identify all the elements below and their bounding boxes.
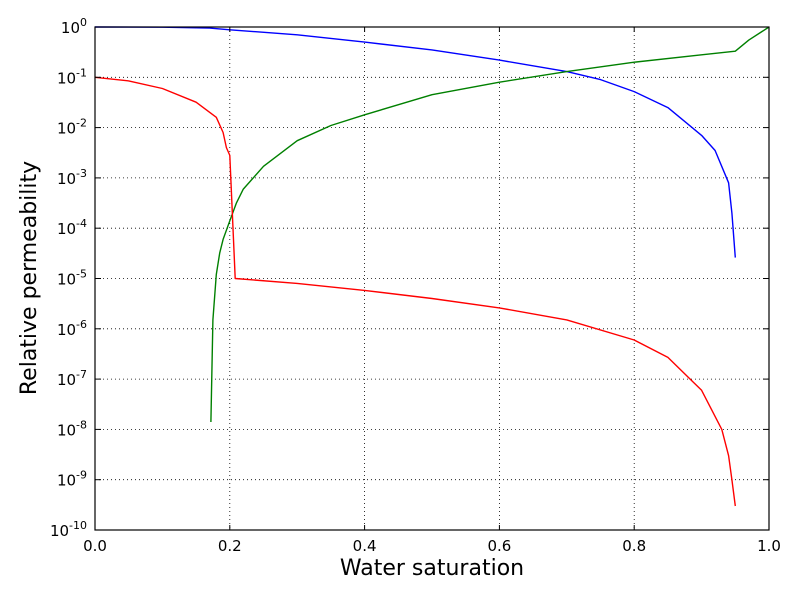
y-tick-label: 10-7 xyxy=(57,368,87,389)
y-tick-exponent: -10 xyxy=(69,519,87,532)
y-tick-labels: 10010-110-210-310-410-510-610-710-810-91… xyxy=(50,16,87,540)
x-axis-title: Water saturation xyxy=(340,556,524,581)
x-tick-labels: 0.0 0.2 0.4 0.6 0.8 1.0 xyxy=(83,537,781,555)
y-tick-exponent: -3 xyxy=(76,167,87,180)
y-tick-exponent: -1 xyxy=(76,66,87,79)
y-axis-title: Relative permeability xyxy=(17,161,42,395)
y-tick-label: 100 xyxy=(61,16,87,37)
y-tick-label: 10-5 xyxy=(57,268,87,289)
y-tick-label: 10-4 xyxy=(57,217,87,238)
x-tick-label: 0.0 xyxy=(83,537,107,555)
y-tick-base: 10 xyxy=(57,421,76,439)
y-tick-base: 10 xyxy=(57,472,76,490)
y-tick-base: 10 xyxy=(57,371,76,389)
y-tick-exponent: -8 xyxy=(76,418,87,431)
x-tick-label: 0.6 xyxy=(487,537,511,555)
y-tick-label: 10-2 xyxy=(57,117,87,138)
y-tick-exponent: -7 xyxy=(76,368,87,381)
series-green-line xyxy=(210,26,770,423)
y-tick-exponent: -2 xyxy=(76,117,87,130)
y-tick-base: 10 xyxy=(57,321,76,339)
x-tick-label: 1.0 xyxy=(757,537,781,555)
series-layer xyxy=(94,26,770,507)
y-tick-base: 10 xyxy=(57,271,76,289)
tick-layer xyxy=(94,26,770,531)
y-tick-exponent: -6 xyxy=(76,318,87,331)
y-tick-base: 10 xyxy=(57,69,76,87)
y-tick-base: 10 xyxy=(57,170,76,188)
y-tick-exponent: -4 xyxy=(76,217,87,230)
y-tick-label: 10-8 xyxy=(57,418,87,439)
y-tick-base: 10 xyxy=(50,522,69,540)
grid-layer xyxy=(95,27,769,530)
y-tick-label: 10-6 xyxy=(57,318,87,339)
y-tick-label: 10-3 xyxy=(57,167,87,188)
x-tick-label: 0.4 xyxy=(353,537,377,555)
series-red-line xyxy=(94,76,736,507)
x-tick-label: 0.8 xyxy=(622,537,646,555)
x-tick-label: 0.2 xyxy=(218,537,242,555)
y-tick-exponent: -5 xyxy=(76,268,87,281)
y-tick-label: 10-10 xyxy=(50,519,87,540)
y-tick-exponent: -9 xyxy=(76,469,87,482)
y-tick-exponent: 0 xyxy=(80,16,87,29)
y-tick-label: 10-9 xyxy=(57,469,87,490)
y-tick-base: 10 xyxy=(57,220,76,238)
y-tick-label: 10-1 xyxy=(57,66,87,87)
y-tick-base: 10 xyxy=(57,120,76,138)
y-tick-base: 10 xyxy=(61,19,80,37)
